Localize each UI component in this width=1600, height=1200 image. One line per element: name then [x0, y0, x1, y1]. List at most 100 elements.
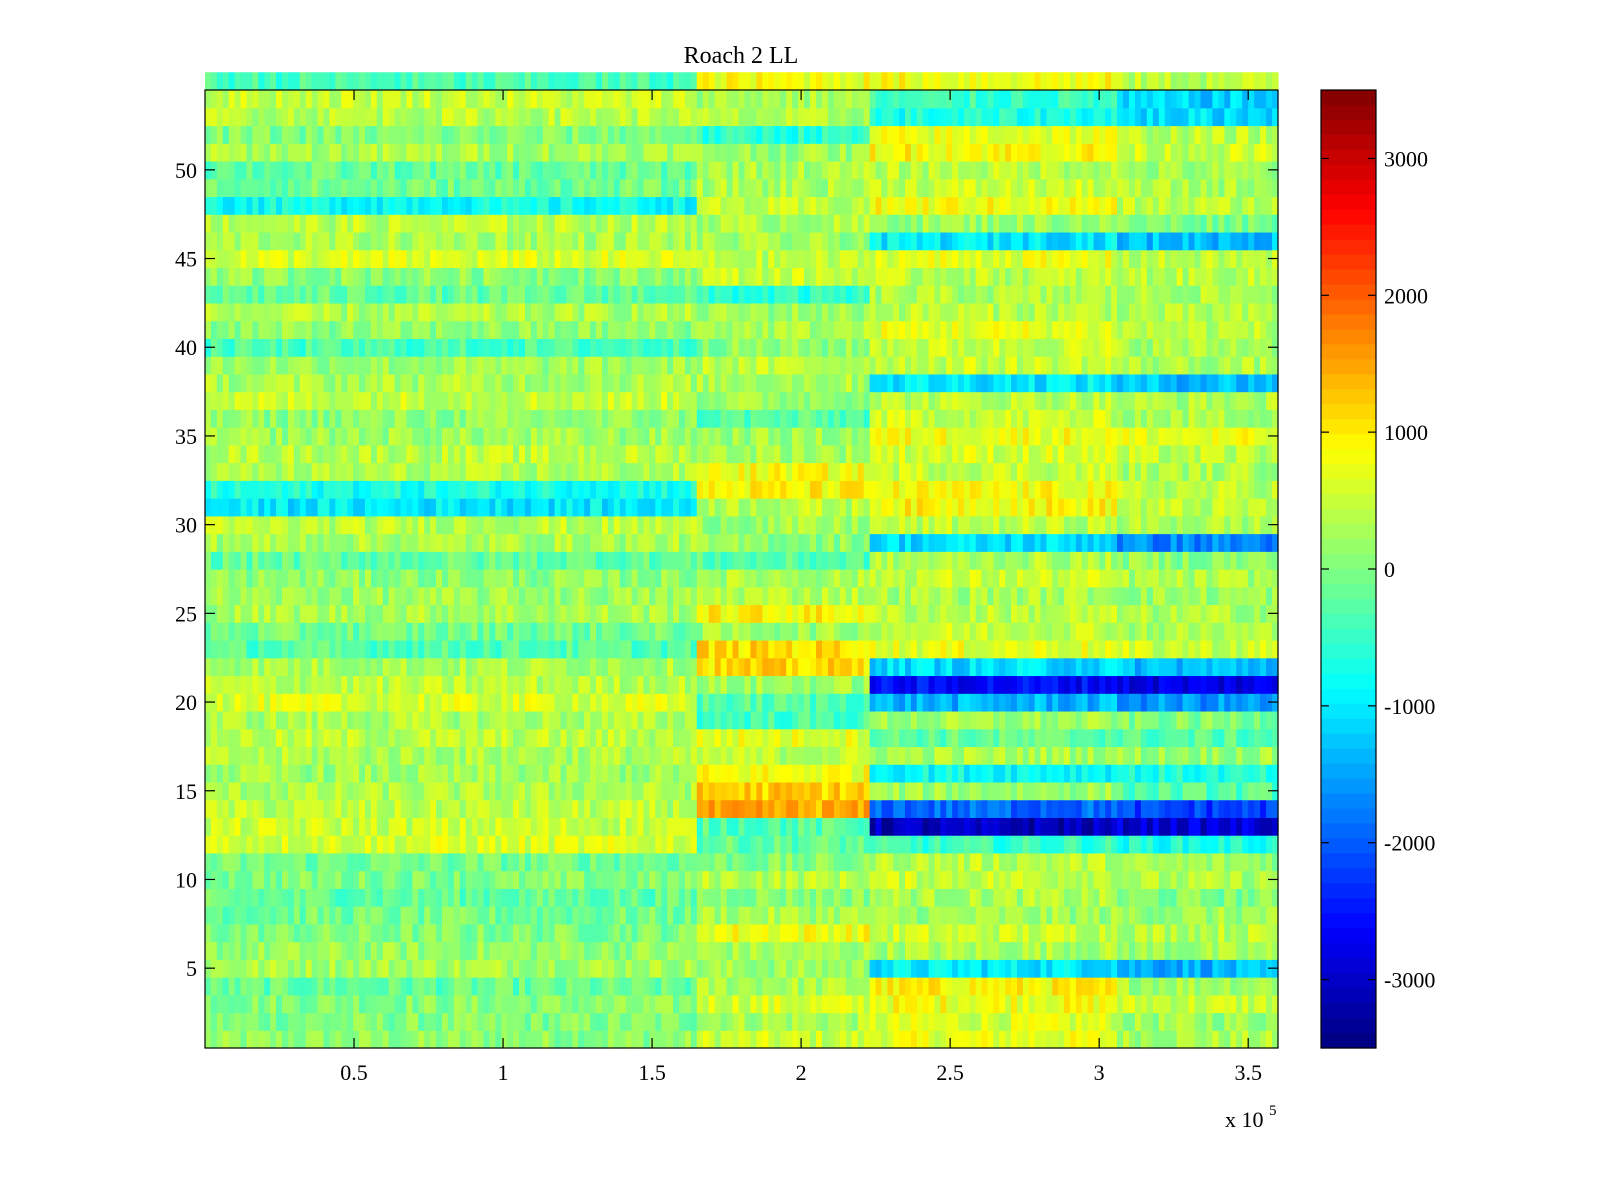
heatmap-cell — [1081, 835, 1089, 854]
heatmap-cell — [519, 746, 526, 765]
heatmap-cell — [1075, 870, 1083, 889]
heatmap-cell — [364, 941, 372, 960]
heatmap-cell — [507, 888, 514, 907]
heatmap-cell — [934, 817, 941, 836]
heatmap-cell — [495, 923, 502, 943]
heatmap-cell — [969, 799, 977, 818]
heatmap-cell — [388, 781, 396, 801]
heatmap-cell — [554, 657, 562, 677]
heatmap-cell — [1016, 870, 1024, 889]
heatmap-cell — [798, 977, 805, 996]
heatmap-cell — [655, 941, 662, 960]
heatmap-cell — [1105, 941, 1112, 960]
heatmap-cell — [1087, 994, 1095, 1014]
heatmap-cell — [1058, 994, 1065, 1014]
heatmap-cell — [477, 1030, 485, 1049]
heatmap-cell — [548, 994, 556, 1014]
heatmap-cell — [899, 994, 906, 1014]
heatmap-cell — [1230, 977, 1237, 996]
heatmap-cell — [566, 604, 573, 623]
heatmap-cell — [1224, 604, 1231, 623]
heatmap-cell — [524, 551, 532, 570]
heatmap-cell — [1188, 728, 1196, 748]
heatmap-cell — [613, 657, 621, 677]
heatmap-cell — [631, 569, 639, 588]
heatmap-cell — [1099, 870, 1106, 889]
heatmap-cell — [376, 799, 384, 818]
heatmap-cell — [1182, 994, 1190, 1014]
heatmap-cell — [619, 746, 627, 765]
heatmap-cell — [839, 781, 847, 801]
heatmap-cell — [530, 551, 538, 570]
heatmap-cell — [804, 852, 811, 872]
heatmap-cell — [798, 994, 805, 1014]
heatmap-cell — [424, 906, 431, 925]
heatmap-cell — [347, 710, 354, 730]
heatmap-cell — [613, 977, 621, 996]
heatmap-cell — [1046, 906, 1053, 925]
heatmap-cell — [631, 888, 639, 907]
heatmap-cell — [720, 710, 728, 730]
heatmap-cell — [524, 1030, 532, 1049]
heatmap-cell — [311, 639, 319, 659]
heatmap-cell — [738, 693, 746, 712]
heatmap-cell — [394, 551, 402, 570]
heatmap-cell — [341, 1012, 348, 1031]
heatmap-cell — [1034, 870, 1042, 889]
heatmap-cell — [637, 1012, 645, 1031]
heatmap-cell — [1272, 764, 1279, 783]
heatmap-cell — [821, 941, 829, 960]
heatmap-cell — [922, 817, 930, 836]
heatmap-cell — [1206, 923, 1214, 943]
heatmap-cell — [388, 888, 396, 907]
heatmap-cell — [1152, 959, 1160, 978]
heatmap-cell — [981, 959, 989, 978]
heatmap-cell — [299, 923, 307, 943]
heatmap-cell — [869, 852, 877, 872]
heatmap-cell — [447, 639, 455, 659]
heatmap-cell — [590, 835, 597, 854]
heatmap-cell — [293, 622, 301, 641]
heatmap-cell — [1034, 923, 1042, 943]
heatmap-cell — [329, 941, 336, 960]
heatmap-cell — [323, 551, 331, 570]
heatmap-cell — [1123, 728, 1130, 748]
heatmap-cell — [382, 569, 390, 588]
heatmap-cell — [572, 870, 579, 889]
heatmap-cell — [1117, 764, 1124, 783]
heatmap-cell — [1146, 870, 1154, 889]
heatmap-cell — [690, 870, 698, 889]
heatmap-cell — [1146, 728, 1154, 748]
heatmap-cell — [228, 977, 236, 996]
heatmap-cell — [1188, 835, 1196, 854]
heatmap-cell — [744, 604, 752, 623]
heatmap-cell — [673, 551, 680, 570]
heatmap-cell — [1134, 994, 1142, 1014]
heatmap-cell — [246, 888, 254, 907]
heatmap-cell — [590, 551, 597, 570]
heatmap-cell — [839, 604, 847, 623]
heatmap-cell — [673, 746, 680, 765]
heatmap-cell — [489, 941, 496, 960]
heatmap-cell — [483, 870, 491, 889]
heatmap-cell — [916, 1030, 924, 1049]
heatmap-cell — [388, 1012, 396, 1031]
heatmap-cell — [287, 1030, 295, 1049]
heatmap-cell — [329, 888, 336, 907]
heatmap-cell — [293, 781, 301, 801]
heatmap-cell — [258, 817, 265, 836]
heatmap-cell — [1152, 906, 1160, 925]
heatmap-cell — [952, 622, 959, 641]
heatmap-cell — [993, 657, 1000, 677]
heatmap-cell — [607, 817, 615, 836]
heatmap-cell — [684, 586, 692, 606]
heatmap-cell — [798, 675, 805, 694]
heatmap-cell — [495, 799, 502, 818]
heatmap-row-16 — [205, 764, 1279, 783]
heatmap-cell — [816, 586, 823, 606]
heatmap-cell — [311, 923, 319, 943]
heatmap-cell — [1224, 746, 1231, 765]
heatmap-cell — [1093, 1030, 1100, 1049]
heatmap-cell — [999, 764, 1006, 783]
heatmap-cell — [1022, 923, 1030, 943]
